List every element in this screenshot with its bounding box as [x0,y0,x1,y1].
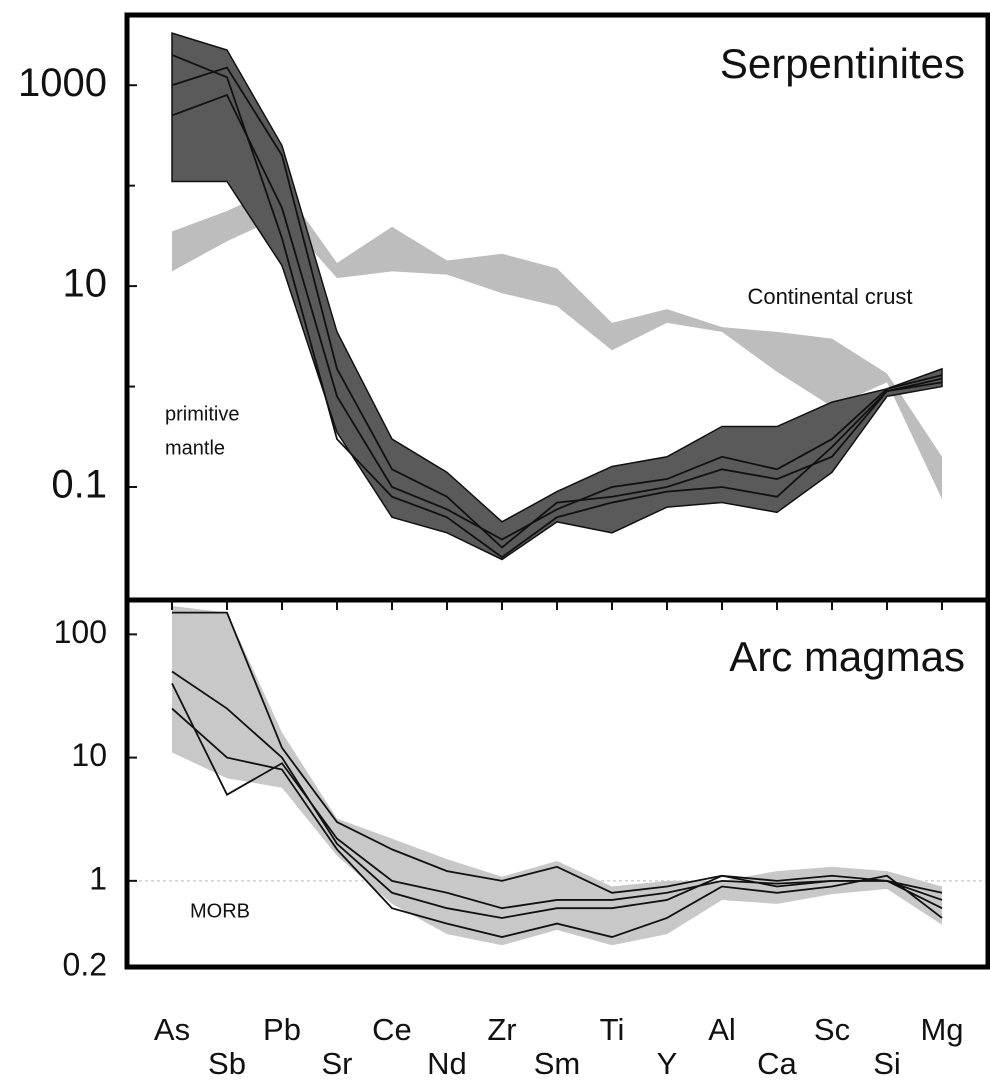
x-tick-label: Y [657,1046,678,1081]
y-tick-label: 10 [71,737,107,773]
annotation: MORB [190,900,250,922]
x-tick-label: Ti [600,1012,625,1047]
y-tick-label: 100 [54,614,107,650]
series-line [171,707,943,938]
series-line [171,54,943,559]
x-tick-label: Ca [757,1046,797,1081]
x-tick-label: Sm [534,1046,581,1081]
x-tick-label: As [154,1012,190,1047]
y-tick-label: 1000 [18,61,107,105]
annotation: mantle [165,437,225,459]
x-tick-label: Sc [814,1012,850,1047]
x-tick-label: Ce [372,1012,412,1047]
x-tick-label: Mg [920,1012,963,1047]
panel-title: Arc magmas [729,633,965,680]
y-tick-label: 10 [63,262,108,306]
x-tick-label: Pb [263,1012,301,1047]
x-tick-label: Zr [487,1012,516,1047]
y-tick-label: 1 [89,860,107,896]
series-line [171,683,943,910]
x-tick-label: Si [873,1046,901,1081]
x-tick-label: Sb [208,1046,246,1081]
annotation: Continental crust [747,284,912,309]
panel-title: Serpentinites [720,40,965,87]
series-line [171,670,943,919]
series-line [171,93,943,541]
x-tick-label: Nd [427,1046,467,1081]
y-tick-label: 0.2 [63,946,107,982]
x-tick-label: Al [708,1012,736,1047]
x-tick-label: Sr [322,1046,353,1081]
envelope [172,185,942,499]
envelope [171,32,943,561]
y-tick-label: 0.1 [51,463,107,507]
annotation: primitive [165,403,239,425]
series-line [172,611,943,901]
